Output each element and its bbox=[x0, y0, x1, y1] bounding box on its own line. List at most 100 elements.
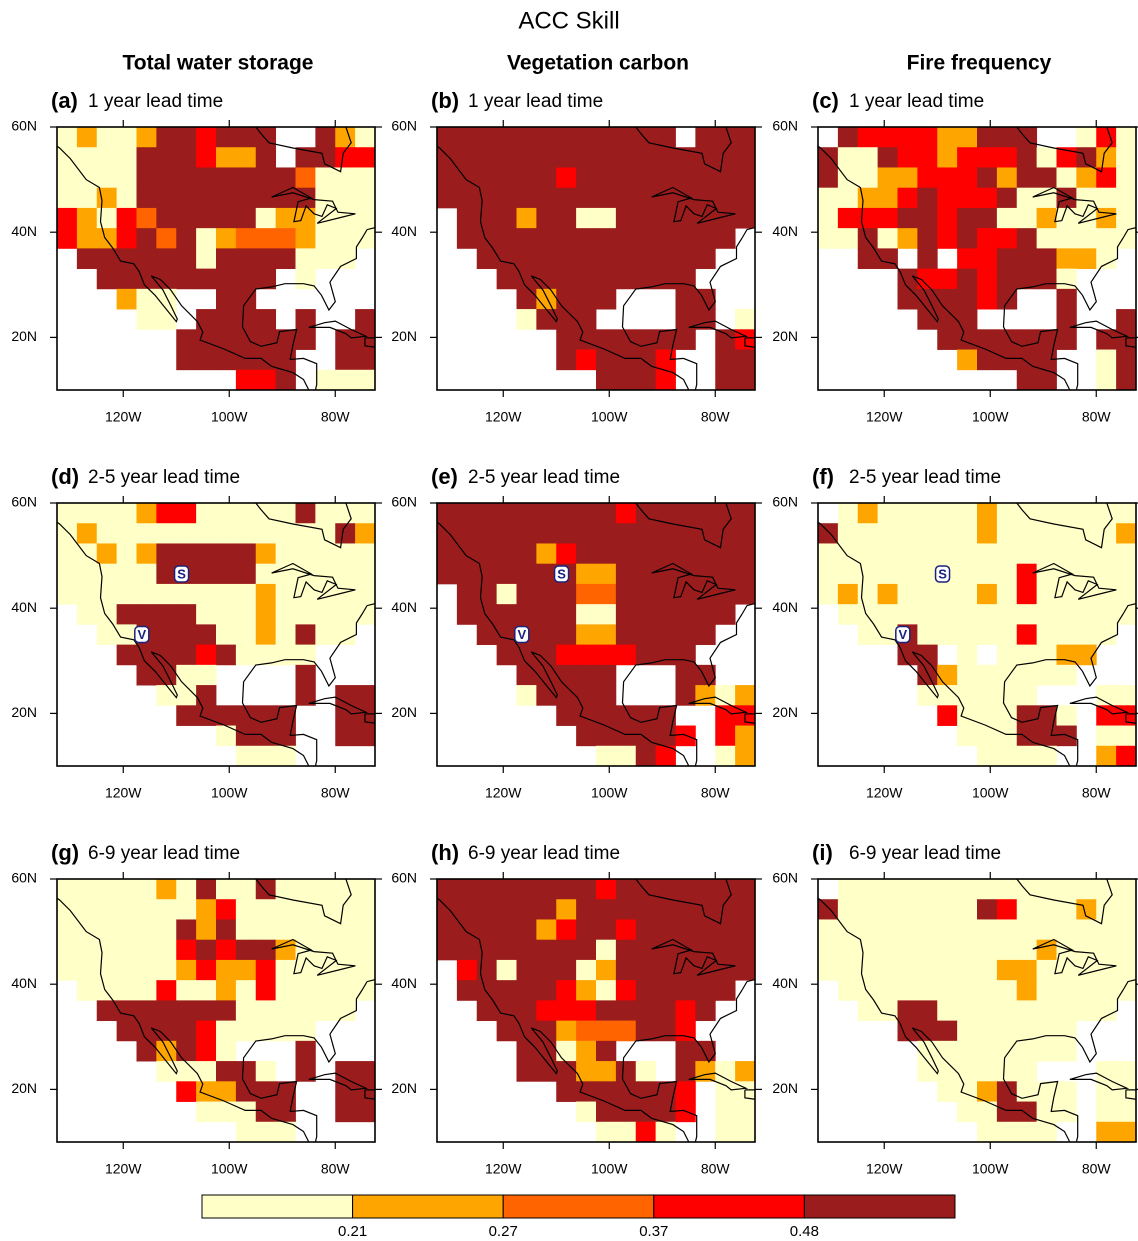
coastline bbox=[621, 226, 755, 390]
x-tick-label: 80W bbox=[321, 785, 351, 801]
grid-cell bbox=[156, 268, 177, 290]
grid-cell bbox=[216, 939, 237, 961]
grid-cell bbox=[116, 167, 137, 189]
grid-cell bbox=[235, 1020, 257, 1042]
grid-cell bbox=[235, 1000, 257, 1022]
grid-cell bbox=[818, 207, 839, 229]
grid-cell bbox=[857, 899, 879, 920]
grid-cell bbox=[1016, 167, 1038, 189]
grid-cell bbox=[1036, 228, 1057, 249]
grid-cell bbox=[496, 187, 517, 209]
grid-cell bbox=[57, 899, 78, 920]
grid-cell bbox=[295, 604, 316, 625]
grid-cell bbox=[176, 268, 197, 290]
y-tick-label: 60N bbox=[391, 494, 417, 510]
grid-cell bbox=[196, 127, 217, 148]
grid-cell bbox=[136, 288, 157, 310]
grid-cell bbox=[615, 1000, 637, 1022]
grid-cell bbox=[556, 1000, 577, 1022]
y-tick-label: 40N bbox=[391, 975, 417, 991]
grid-cell bbox=[1076, 919, 1097, 941]
grid-cell bbox=[437, 939, 458, 961]
coastline bbox=[688, 1072, 749, 1091]
grid-cell bbox=[76, 207, 98, 229]
grid-cell bbox=[1016, 523, 1038, 544]
y-tick-label: 20N bbox=[772, 328, 798, 344]
grid-cell bbox=[1116, 685, 1136, 706]
grid-cell bbox=[295, 939, 316, 961]
grid-cell bbox=[937, 309, 958, 330]
grid-cell bbox=[576, 705, 597, 726]
grid-cell bbox=[496, 167, 517, 189]
grid-cell bbox=[977, 725, 998, 747]
grid-cell bbox=[315, 127, 336, 148]
grid-cell bbox=[1076, 604, 1097, 625]
grid-cell bbox=[536, 288, 557, 310]
grid-cell bbox=[315, 187, 336, 209]
grid-cell bbox=[957, 127, 978, 148]
coastline bbox=[308, 1072, 369, 1091]
grid-cell bbox=[456, 147, 478, 168]
grid-cell bbox=[235, 147, 257, 168]
grid-cell bbox=[556, 664, 577, 686]
grid-cell bbox=[635, 207, 657, 229]
grid-cell bbox=[977, 563, 998, 585]
grid-cell bbox=[516, 919, 537, 941]
grid-cell bbox=[897, 187, 918, 209]
grid-cell bbox=[977, 207, 998, 229]
grid-cell bbox=[655, 583, 676, 605]
grid-cell bbox=[216, 523, 237, 544]
grid-cell bbox=[437, 167, 458, 189]
grid-cell bbox=[315, 167, 336, 189]
grid-cell bbox=[857, 228, 879, 249]
grid-cell bbox=[295, 919, 316, 941]
grid-cell bbox=[1016, 127, 1038, 148]
marker-box bbox=[134, 625, 150, 644]
grid-cell bbox=[496, 899, 517, 920]
grid-cell bbox=[116, 288, 137, 310]
grid-cell bbox=[295, 187, 316, 209]
grid-cell bbox=[1116, 147, 1136, 168]
grid-cell bbox=[476, 228, 498, 249]
grid-cell bbox=[1016, 879, 1038, 900]
grid-cell bbox=[1016, 745, 1038, 766]
grid-cell bbox=[576, 329, 597, 350]
grid-cell bbox=[615, 1101, 637, 1123]
grid-cell bbox=[556, 523, 577, 544]
grid-cell bbox=[596, 745, 617, 766]
coastline bbox=[1032, 938, 1117, 976]
grid-cell bbox=[536, 563, 557, 585]
grid-cell bbox=[216, 725, 237, 747]
grid-cell bbox=[576, 563, 597, 585]
grid-cell bbox=[1016, 644, 1038, 666]
y-tick-label: 40N bbox=[11, 223, 37, 239]
grid-cell bbox=[695, 187, 716, 209]
grid-cell bbox=[255, 899, 277, 920]
grid-cell bbox=[57, 939, 78, 961]
grid-cell bbox=[275, 167, 296, 189]
grid-cell bbox=[216, 1081, 237, 1102]
grid-cell bbox=[355, 879, 375, 900]
grid-cell bbox=[156, 644, 177, 666]
grid-cell bbox=[255, 624, 277, 646]
grid-cell bbox=[897, 644, 918, 666]
grid-cell bbox=[937, 187, 958, 209]
x-tick-label: 100W bbox=[591, 409, 628, 425]
grid-cell bbox=[275, 705, 296, 726]
grid-cell bbox=[1016, 1081, 1038, 1102]
grid-cell bbox=[596, 1121, 617, 1142]
coastline bbox=[1032, 562, 1117, 600]
grid-cell bbox=[615, 543, 637, 565]
grid-cell bbox=[235, 563, 257, 585]
grid-cell bbox=[735, 523, 755, 544]
grid-cell bbox=[136, 583, 157, 605]
grid-cell bbox=[1036, 1040, 1057, 1062]
grid-cell bbox=[355, 147, 375, 168]
grid-cell bbox=[176, 980, 197, 1001]
grid-cell bbox=[897, 167, 918, 189]
coastline bbox=[308, 320, 369, 339]
grid-cell bbox=[295, 1040, 316, 1062]
grid-cell bbox=[735, 1121, 755, 1142]
grid-cell bbox=[977, 604, 998, 625]
grid-cell bbox=[196, 1020, 217, 1042]
